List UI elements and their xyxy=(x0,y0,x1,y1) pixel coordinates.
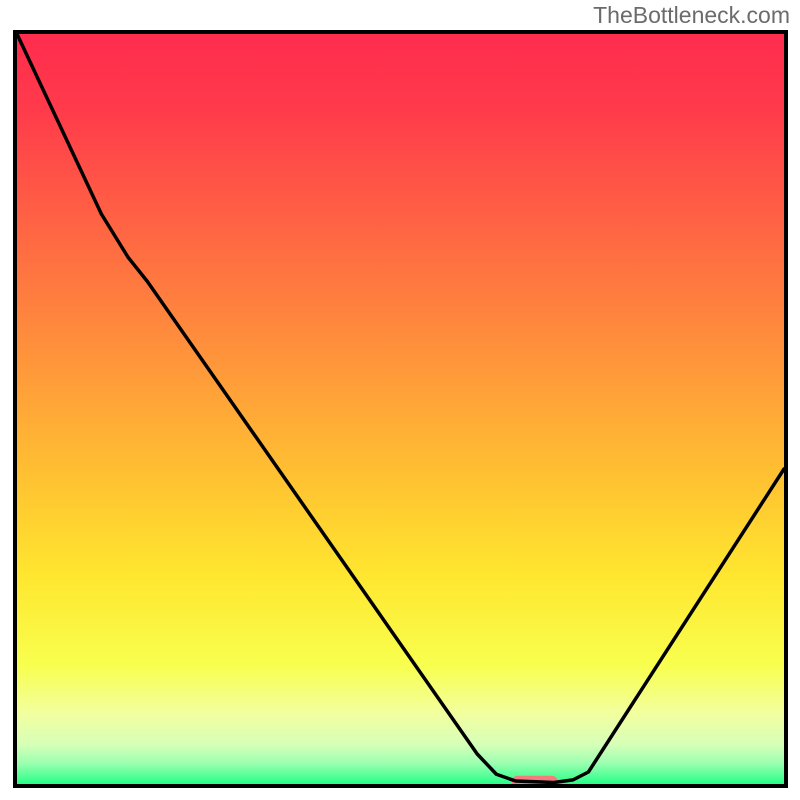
watermark-text: TheBottleneck.com xyxy=(593,2,790,29)
gradient-background xyxy=(15,32,786,786)
chart-svg xyxy=(0,0,800,800)
bottleneck-chart: TheBottleneck.com xyxy=(0,0,800,800)
